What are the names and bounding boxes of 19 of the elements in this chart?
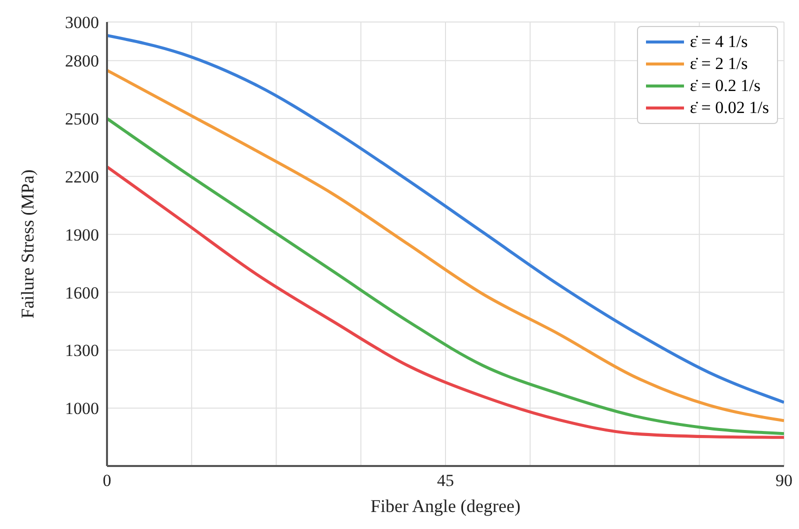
legend-label: ε̇ = 2 1/s — [690, 53, 748, 75]
legend-label: ε̇ = 0.02 1/s — [690, 97, 769, 119]
y-tick-label: 1600 — [65, 283, 99, 302]
y-tick-label: 2800 — [65, 52, 99, 71]
line-series — [107, 165, 784, 439]
x-tick-label: 45 — [437, 471, 454, 490]
y-tick-label: 1000 — [65, 399, 99, 418]
y-axis-title: Failure Stress (MPa) — [17, 170, 38, 318]
line-series — [107, 117, 784, 436]
legend-label: ε̇ = 4 1/s — [690, 31, 748, 53]
y-tick-label: 3000 — [65, 13, 99, 32]
legend-label: ε̇ = 0.2 1/s — [690, 75, 760, 97]
x-tick-label: 90 — [776, 471, 792, 490]
x-tick-label: 0 — [102, 471, 112, 490]
x-axis-title: Fiber Angle (degree) — [370, 496, 520, 516]
y-tick-label: 1900 — [65, 225, 99, 244]
y-tick-label: 2200 — [65, 167, 99, 186]
y-tick-label: 2500 — [65, 110, 99, 129]
y-tick-label: 1300 — [65, 341, 99, 360]
